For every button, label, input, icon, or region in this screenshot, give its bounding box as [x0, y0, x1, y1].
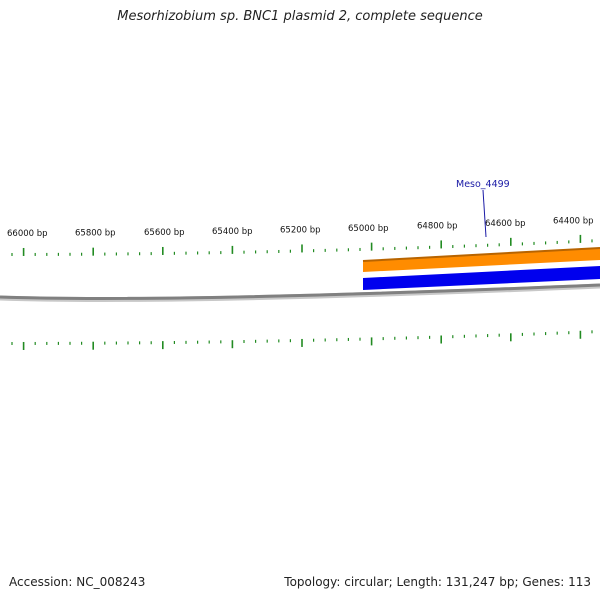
position-label: 66000 bp — [7, 229, 48, 239]
map-title: Mesorhizobium sp. BNC1 plasmid 2, comple… — [117, 9, 483, 24]
outer-tick-ring — [11, 234, 593, 256]
sequence-summary: Topology: circular; Length: 131,247 bp; … — [284, 575, 591, 589]
position-label: 65800 bp — [75, 229, 116, 239]
position-label: 64800 bp — [417, 222, 458, 232]
position-label: 65000 bp — [348, 224, 389, 234]
gene-label-meso-4499[interactable]: Meso_4499 — [456, 179, 510, 190]
position-label: 64400 bp — [553, 216, 594, 226]
gene-feature-blue[interactable] — [363, 266, 600, 290]
gene-feature-orange[interactable] — [363, 248, 600, 272]
plasmid-backbone — [0, 283, 600, 300]
position-label: 65200 bp — [280, 226, 321, 236]
position-label: 64600 bp — [485, 219, 526, 229]
inner-tick-ring — [11, 330, 593, 350]
accession-info: Accession: NC_008243 — [9, 575, 146, 589]
gene-label-leader — [482, 189, 487, 238]
position-label: 65600 bp — [144, 228, 185, 238]
position-label: 65400 bp — [212, 227, 253, 237]
gene-feature-orange-edge — [362, 247, 600, 262]
position-labels: 66000 bp 65800 bp 65600 bp 65400 bp 65200 bp… — [7, 216, 594, 239]
